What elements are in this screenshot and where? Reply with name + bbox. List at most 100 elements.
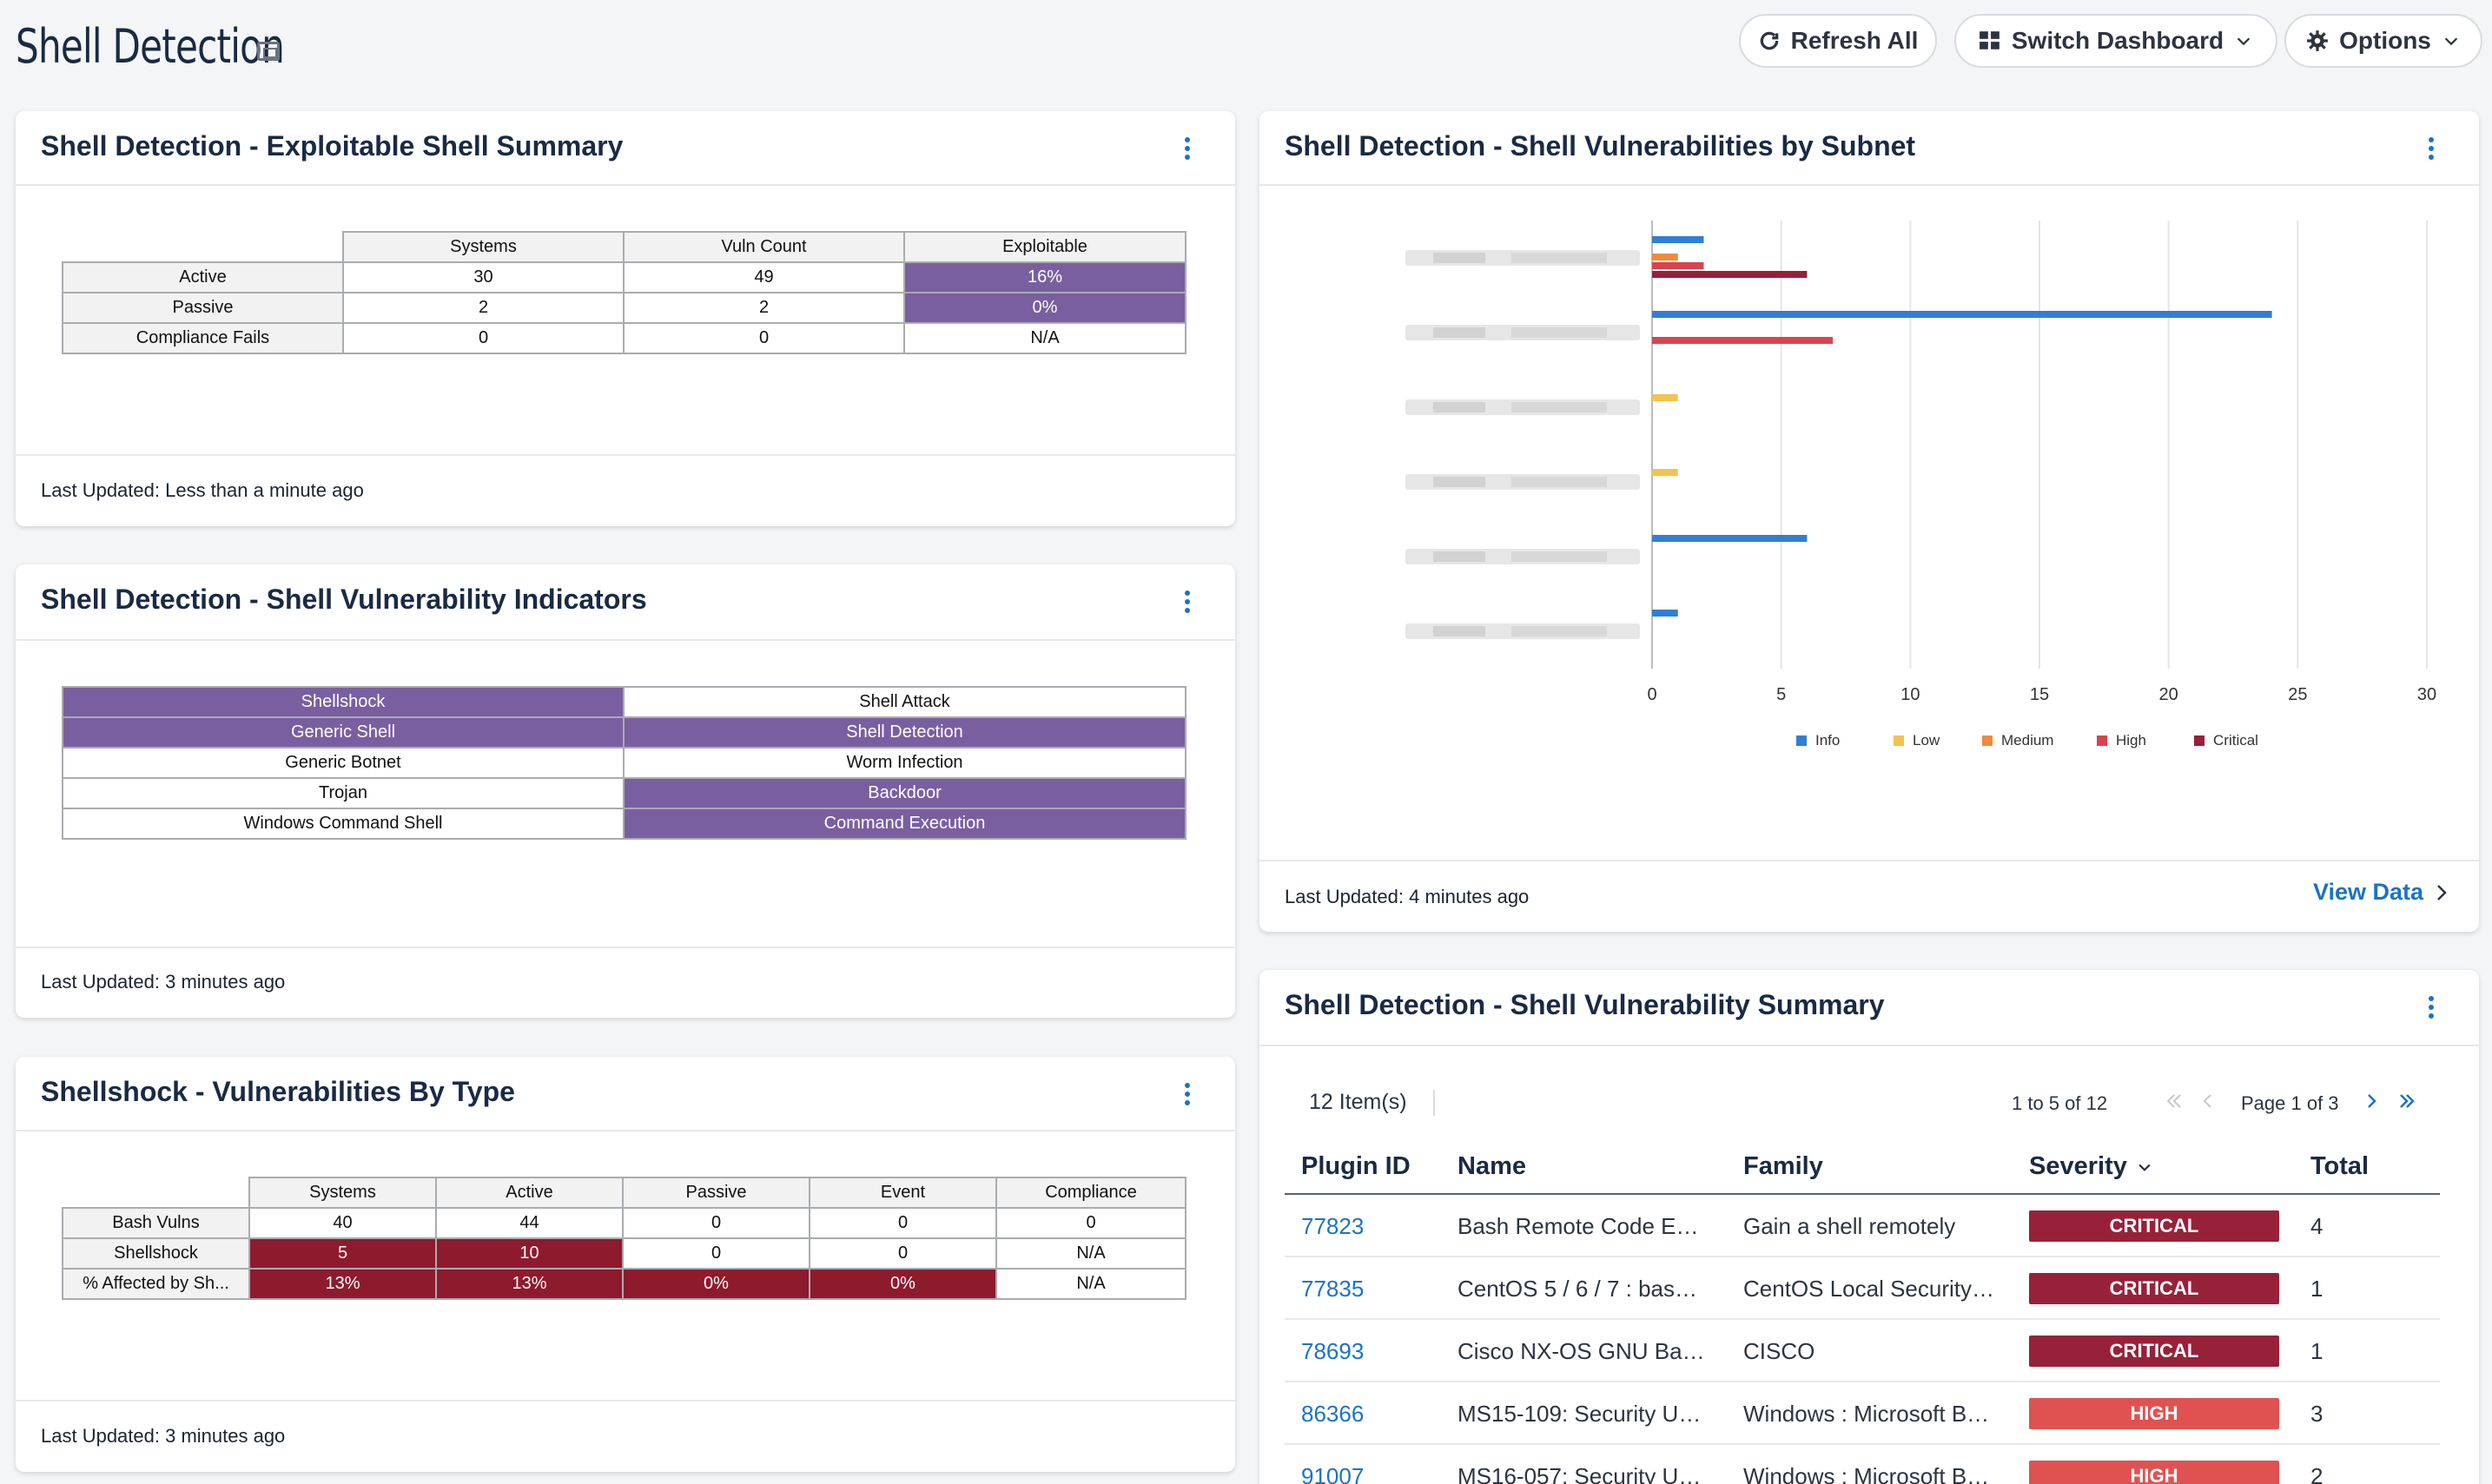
legend-swatch-high [2097, 735, 2107, 746]
plugin-family: Gain a shell remotely [1743, 1213, 1956, 1239]
refresh-all-label: Refresh All [1790, 27, 1919, 54]
x-tick-label: 10 [1900, 685, 1920, 704]
table-row[interactable]: 77823 Bash Remote Code Execution (Shells… [1285, 1195, 2440, 1257]
table-cell[interactable]: 0 [623, 322, 905, 354]
options-button[interactable]: Options [2284, 14, 2482, 68]
total-count: 3 [2310, 1401, 2323, 1427]
bar-low [1652, 469, 1678, 476]
table-cell[interactable]: 2 [342, 292, 625, 324]
card-title: Shell Detection - Shell Vulnerabilities … [1285, 130, 1916, 162]
book-icon[interactable] [257, 42, 280, 61]
x-tick-label: 25 [2288, 685, 2307, 704]
severity-badge: HIGH [2029, 1461, 2279, 1484]
card-title: Shellshock - Vulnerabilities By Type [41, 1076, 515, 1107]
table-cell[interactable]: 13% [248, 1268, 437, 1300]
table-cell[interactable]: N/A [995, 1237, 1187, 1270]
indicator-cell[interactable]: Shell Attack [623, 686, 1187, 718]
legend-label-info: Info [1815, 732, 1840, 749]
gear-icon [2307, 30, 2329, 51]
table-cell[interactable]: 0 [809, 1237, 997, 1270]
plugin-id-link[interactable]: 91007 [1301, 1463, 1365, 1484]
plugin-name: MS15-109: Security Update for Windows Sh… [1458, 1401, 1709, 1427]
table-cell[interactable]: 0 [995, 1207, 1187, 1239]
table-cell[interactable]: 30 [342, 261, 625, 294]
kebab-menu-icon[interactable] [2429, 996, 2436, 1022]
column-header-total[interactable]: Total [2310, 1152, 2370, 1180]
table-row[interactable]: 77835 CentOS 5 / 6 / 7 : bash (CESA-2014… [1285, 1257, 2440, 1320]
indicator-cell[interactable]: Generic Botnet [62, 747, 625, 779]
table-cell[interactable]: N/A [995, 1268, 1187, 1300]
column-header-family[interactable]: Family [1743, 1152, 1823, 1180]
table-cell[interactable]: N/A [903, 322, 1187, 354]
column-header: Exploitable [903, 231, 1187, 263]
first-page-icon[interactable] [2165, 1092, 2184, 1111]
column-header: Passive [622, 1177, 810, 1209]
plugin-id-link[interactable]: 78693 [1301, 1338, 1365, 1364]
indicator-cell[interactable]: Shell Detection [623, 716, 1187, 749]
table-cell[interactable]: 0% [809, 1268, 997, 1300]
table-cell[interactable]: 49 [623, 261, 905, 294]
next-page-icon[interactable] [2364, 1092, 2378, 1111]
bar-critical [1652, 271, 1808, 278]
refresh-all-button[interactable]: Refresh All [1739, 14, 1937, 68]
indicator-cell[interactable]: Command Execution [623, 808, 1187, 840]
table-cell[interactable]: 0 [809, 1207, 997, 1239]
legend-swatch-low [1894, 735, 1904, 746]
chevron-down-icon [2237, 37, 2251, 46]
switch-dashboard-button[interactable]: Switch Dashboard [1954, 14, 2277, 68]
card-title: Shell Detection - Exploitable Shell Summ… [41, 130, 624, 162]
table-cell[interactable]: 0 [342, 322, 625, 354]
indicator-cell[interactable]: Shellshock [62, 686, 625, 718]
column-header: Event [809, 1177, 997, 1209]
exploitable-summary-table: Systems Vuln Count Exploitable Active 30… [62, 231, 1187, 354]
row-label: Compliance Fails [62, 322, 344, 354]
table-cell[interactable]: 16% [903, 261, 1187, 294]
card-title: Shell Detection - Shell Vulnerability Su… [1285, 989, 1885, 1020]
view-data-link[interactable]: View Data [2313, 879, 2448, 906]
table-cell[interactable]: 10 [435, 1237, 624, 1270]
kebab-menu-icon[interactable] [1185, 137, 1192, 163]
plugin-id-link[interactable]: 86366 [1301, 1401, 1365, 1427]
x-tick-label: 5 [1776, 685, 1786, 704]
last-updated: Last Updated: 3 minutes ago [41, 1425, 286, 1447]
plugin-id-link[interactable]: 77835 [1301, 1276, 1365, 1302]
redacted-category-label [1511, 626, 1607, 636]
column-header-name[interactable]: Name [1458, 1152, 1526, 1180]
table-cell[interactable]: 40 [248, 1207, 437, 1239]
table-cell[interactable]: 0 [622, 1207, 810, 1239]
prev-page-icon[interactable] [2201, 1092, 2215, 1111]
table-row[interactable]: 91007 MS16-057: Security Update for Wind… [1285, 1445, 2440, 1484]
last-updated: Last Updated: Less than a minute ago [41, 479, 364, 501]
plugin-name: MS16-057: Security Update for Windows Sh… [1458, 1463, 1709, 1484]
card-title: Shell Detection - Shell Vulnerability In… [41, 584, 647, 615]
kebab-menu-icon[interactable] [1185, 1083, 1192, 1109]
table-cell[interactable]: 5 [248, 1237, 437, 1270]
indicator-cell[interactable]: Windows Command Shell [62, 808, 625, 840]
refresh-icon [1760, 31, 1778, 50]
column-header-severity[interactable]: Severity [2029, 1152, 2153, 1181]
kebab-menu-icon[interactable] [2429, 137, 2436, 163]
table-row[interactable]: 86366 MS15-109: Security Update for Wind… [1285, 1382, 2440, 1445]
plugin-id-link[interactable]: 77823 [1301, 1213, 1365, 1239]
indicators-table: Shellshock Shell Attack Generic Shell Sh… [62, 686, 1187, 840]
table-cell[interactable]: 0% [622, 1268, 810, 1300]
indicator-cell[interactable]: Worm Infection [623, 747, 1187, 779]
last-page-icon[interactable] [2397, 1092, 2416, 1111]
severity-badge: CRITICAL [2029, 1210, 2279, 1242]
indicator-cell[interactable]: Trojan [62, 777, 625, 809]
table-cell[interactable]: 0% [903, 292, 1187, 324]
bar-info [1652, 311, 2272, 318]
redacted-category-label [1511, 327, 1607, 338]
switch-dashboard-label: Switch Dashboard [2011, 27, 2224, 54]
redacted-category-label [1433, 327, 1485, 338]
chevron-down-icon [2444, 37, 2458, 46]
table-cell[interactable]: 2 [623, 292, 905, 324]
column-header-plugin-id[interactable]: Plugin ID [1301, 1152, 1411, 1180]
indicator-cell[interactable]: Generic Shell [62, 716, 625, 749]
indicator-cell[interactable]: Backdoor [623, 777, 1187, 809]
table-cell[interactable]: 0 [622, 1237, 810, 1270]
table-cell[interactable]: 44 [435, 1207, 624, 1239]
table-cell[interactable]: 13% [435, 1268, 624, 1300]
table-row[interactable]: 78693 Cisco NX-OS GNU Bash Environment V… [1285, 1320, 2440, 1382]
kebab-menu-icon[interactable] [1185, 590, 1192, 617]
